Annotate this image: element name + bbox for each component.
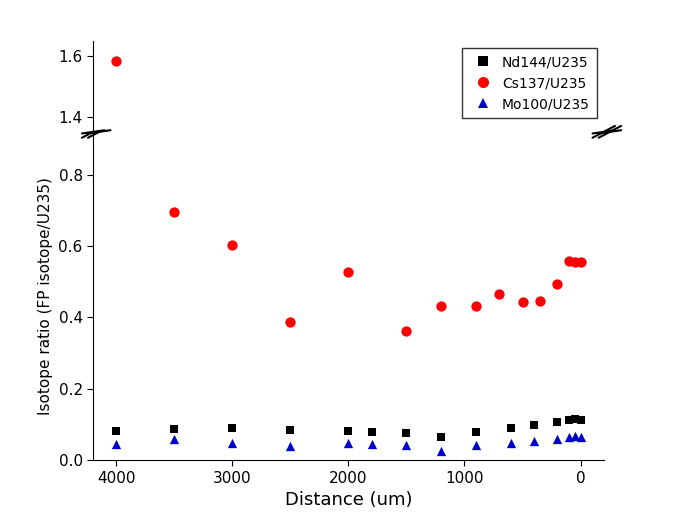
Point [343, 268, 354, 276]
Point [564, 367, 575, 375]
Point [343, 376, 354, 384]
Point [471, 404, 482, 413]
Point [569, 415, 580, 423]
X-axis label: Distance (um): Distance (um) [285, 491, 412, 509]
Point [366, 440, 377, 448]
Point [552, 503, 563, 511]
Point [169, 325, 180, 333]
Point [529, 505, 540, 513]
Point [575, 258, 586, 266]
Point [535, 297, 546, 306]
Point [169, 208, 180, 216]
Point [535, 401, 546, 409]
Point [569, 500, 580, 509]
Point [285, 509, 296, 517]
Point [285, 425, 296, 434]
Point [569, 368, 580, 376]
Point [227, 507, 238, 515]
Point [575, 433, 586, 441]
Point [575, 368, 586, 376]
Point [169, 435, 180, 444]
Point [227, 353, 238, 361]
Point [529, 421, 540, 429]
Point [505, 508, 516, 516]
Point [564, 433, 575, 441]
Point [436, 405, 447, 413]
Point [471, 428, 482, 436]
Y-axis label: Isotope ratio (FP isotope/U235): Isotope ratio (FP isotope/U235) [38, 177, 53, 415]
Point [111, 57, 122, 65]
Point [343, 510, 354, 517]
Point [227, 240, 238, 249]
Point [575, 416, 586, 424]
Point [111, 427, 122, 435]
Point [569, 258, 580, 266]
Point [564, 416, 575, 424]
Point [169, 425, 180, 433]
Point [575, 501, 586, 509]
Point [471, 301, 482, 310]
Point [366, 428, 377, 436]
Point [285, 418, 296, 426]
Point [111, 440, 122, 448]
Point [575, 515, 586, 517]
Point [517, 401, 528, 409]
Point [343, 439, 354, 447]
Point [436, 447, 447, 455]
Point [569, 432, 580, 440]
Point [436, 302, 447, 310]
Point [401, 429, 412, 437]
Point [285, 317, 296, 326]
Point [436, 433, 447, 441]
Legend: Nd144/U235, Cs137/U235, Mo100/U235: Nd144/U235, Cs137/U235, Mo100/U235 [462, 48, 597, 118]
Point [111, 510, 122, 517]
Point [401, 512, 412, 517]
Point [169, 509, 180, 517]
Point [401, 327, 412, 335]
Point [436, 515, 447, 517]
Point [343, 427, 354, 435]
Point [564, 515, 575, 517]
Point [471, 441, 482, 449]
Point [564, 257, 575, 265]
Point [366, 511, 377, 517]
Point [552, 435, 563, 443]
Point [552, 386, 563, 394]
Point [285, 442, 296, 450]
Point [401, 441, 412, 449]
Point [494, 394, 505, 403]
Point [401, 425, 412, 434]
Point [494, 290, 505, 298]
Point [471, 511, 482, 517]
Point [552, 417, 563, 425]
Point [569, 514, 580, 517]
Point [227, 439, 238, 447]
Point [505, 439, 516, 447]
Point [552, 280, 563, 288]
Point [505, 424, 516, 432]
Point [529, 436, 540, 445]
Point [517, 298, 528, 306]
Point [227, 423, 238, 432]
Point [564, 501, 575, 509]
